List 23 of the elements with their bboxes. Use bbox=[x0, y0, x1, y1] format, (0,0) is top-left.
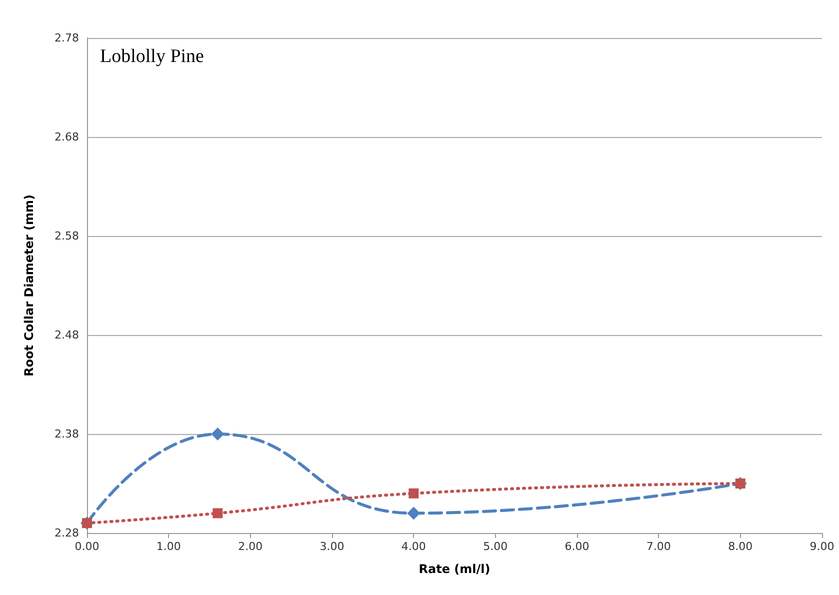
x-tick-label: 3.00 bbox=[320, 540, 344, 553]
x-tick-label: 4.00 bbox=[401, 540, 426, 553]
x-axis-title: Rate (ml/l) bbox=[418, 562, 490, 576]
x-tick-label: 5.00 bbox=[483, 540, 508, 553]
x-tick-label: 2.00 bbox=[238, 540, 263, 553]
x-tick-label: 9.00 bbox=[810, 540, 834, 553]
y-tick-label: 2.28 bbox=[54, 526, 79, 540]
point bbox=[407, 506, 420, 520]
x-tick-label: 0.00 bbox=[74, 540, 100, 553]
y-tick-label: 2.68 bbox=[54, 130, 79, 144]
y-tick-label: 2.48 bbox=[54, 328, 79, 342]
point bbox=[212, 508, 223, 518]
x-tick-label: 8.00 bbox=[728, 540, 753, 553]
x-tick-label: 1.00 bbox=[156, 540, 181, 553]
point bbox=[408, 488, 419, 498]
y-tick-label: 2.78 bbox=[54, 32, 79, 44]
y-axis-title: Root Collar Diameter (mm) bbox=[22, 194, 36, 376]
x-tick-label: 7.00 bbox=[646, 540, 671, 553]
point bbox=[211, 428, 224, 440]
chart-title: Loblolly Pine bbox=[100, 46, 204, 67]
x-tick-label: 6.00 bbox=[564, 540, 590, 553]
y-tick-label: 2.38 bbox=[54, 428, 79, 440]
y-tick-label: 2.58 bbox=[54, 230, 79, 242]
